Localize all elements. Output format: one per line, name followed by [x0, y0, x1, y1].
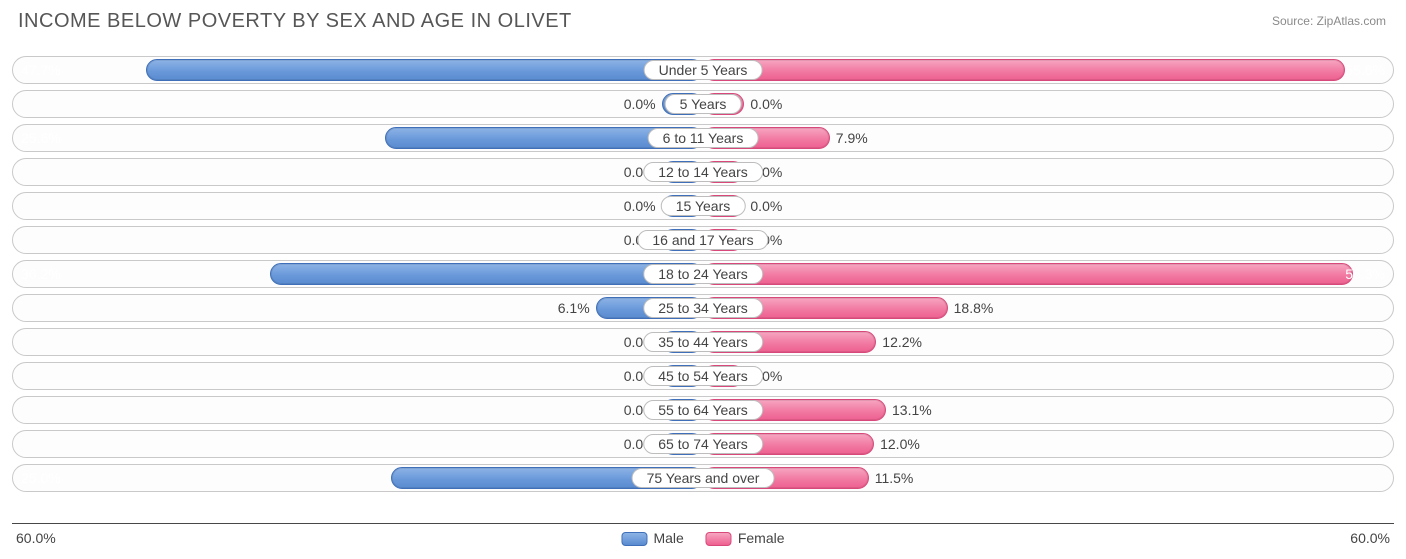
female-pct-label: 12.2%: [882, 334, 922, 350]
male-pct-label: 25.6%: [21, 130, 61, 146]
female-pct-label: 18.8%: [954, 300, 994, 316]
data-row: 0.0% 0.0% 5 Years: [12, 90, 1394, 118]
legend-female: Female: [706, 530, 785, 546]
data-row: 0.0%0.0%15 Years: [12, 192, 1394, 220]
axis-max-left: 60.0%: [16, 530, 56, 546]
category-label: 75 Years and over: [632, 468, 775, 488]
category-label: 5 Years: [665, 94, 742, 114]
left-half: 0.0%: [13, 193, 703, 219]
male-pct-label: 0.0%: [624, 198, 656, 214]
right-half: 11.5%: [703, 465, 1393, 491]
left-half: 0.0%: [13, 431, 703, 457]
female-pct-label: 55.6%: [1345, 62, 1385, 78]
left-half: 0.0%: [13, 363, 703, 389]
female-pct-label: 12.0%: [880, 436, 920, 452]
male-pct-label: 47.7%: [21, 62, 61, 78]
left-half: 0.0%: [13, 159, 703, 185]
female-swatch-icon: [706, 532, 732, 546]
legend-male: Male: [621, 530, 683, 546]
chart-plot-area: 47.7%55.6%Under 5 Years0.0%0.0%5 Years25…: [12, 56, 1394, 492]
right-half: 0.0%: [703, 363, 1393, 389]
category-label: 25 to 34 Years: [643, 298, 763, 318]
chart-title: INCOME BELOW POVERTY BY SEX AND AGE IN O…: [18, 10, 572, 33]
female-pct-label: 13.1%: [892, 402, 932, 418]
source-attribution: Source: ZipAtlas.com: [1272, 14, 1386, 28]
right-half: 7.9%: [703, 125, 1393, 151]
left-half: 0.0%: [13, 397, 703, 423]
data-row: 0.0%0.0%12 to 14 Years: [12, 158, 1394, 186]
female-bar: [703, 59, 1345, 81]
female-pct-label: 0.0%: [750, 198, 782, 214]
right-half: 0.0%: [703, 193, 1393, 219]
category-label: 35 to 44 Years: [643, 332, 763, 352]
data-row: 0.0% 13.1% 55 to 64 Years: [12, 396, 1394, 424]
data-row: 25.0% 11.5% 75 Years and over: [12, 464, 1394, 492]
male-pct-label: 0.0%: [624, 96, 656, 112]
right-half: 13.1%: [703, 397, 1393, 423]
male-pct-label: 36.2%: [21, 266, 61, 282]
right-half: 18.8%: [703, 295, 1393, 321]
legend-female-label: Female: [738, 530, 785, 546]
data-row: 0.0% 12.0% 65 to 74 Years: [12, 430, 1394, 458]
axis-legend-bar: 60.0% 60.0% Male Female: [12, 523, 1394, 553]
left-half: 0.0%: [13, 91, 703, 117]
data-row: 36.2% 56.3% 18 to 24 Years: [12, 260, 1394, 288]
male-bar: [146, 59, 703, 81]
right-half: 12.2%: [703, 329, 1393, 355]
left-half: 0.0%: [13, 329, 703, 355]
left-half: 36.2%: [13, 261, 703, 287]
data-row: 0.0%0.0%16 and 17 Years: [12, 226, 1394, 254]
data-row: 0.0% 12.2% 35 to 44 Years: [12, 328, 1394, 356]
data-row: 6.1% 18.8% 25 to 34 Years: [12, 294, 1394, 322]
left-half: 25.6%: [13, 125, 703, 151]
right-half: 56.3%: [703, 261, 1393, 287]
category-label: 12 to 14 Years: [643, 162, 763, 182]
left-half: 25.0%: [13, 465, 703, 491]
left-half: 6.1%: [13, 295, 703, 321]
legend-male-label: Male: [653, 530, 683, 546]
data-row: 25.6% 7.9% 6 to 11 Years: [12, 124, 1394, 152]
category-label: Under 5 Years: [644, 60, 763, 80]
female-pct-label: 11.5%: [875, 470, 914, 486]
left-half: 47.7%: [13, 57, 703, 83]
data-row: 47.7% 55.6% Under 5 Years: [12, 56, 1394, 84]
category-label: 6 to 11 Years: [648, 128, 759, 148]
female-pct-label: 7.9%: [836, 130, 868, 146]
category-label: 16 and 17 Years: [637, 230, 768, 250]
left-half: 0.0%: [13, 227, 703, 253]
right-half: 0.0%: [703, 227, 1393, 253]
female-pct-label: 56.3%: [1345, 266, 1385, 282]
right-half: 0.0%: [703, 159, 1393, 185]
male-bar: [270, 263, 703, 285]
male-swatch-icon: [621, 532, 647, 546]
right-half: 55.6%: [703, 57, 1393, 83]
female-pct-label: 0.0%: [750, 96, 782, 112]
male-pct-label: 6.1%: [558, 300, 590, 316]
category-label: 65 to 74 Years: [643, 434, 763, 454]
female-bar: [703, 263, 1353, 285]
axis-max-right: 60.0%: [1350, 530, 1390, 546]
category-label: 18 to 24 Years: [643, 264, 763, 284]
data-row: 0.0%0.0%45 to 54 Years: [12, 362, 1394, 390]
category-label: 45 to 54 Years: [643, 366, 763, 386]
male-pct-label: 25.0%: [21, 470, 61, 486]
right-half: 12.0%: [703, 431, 1393, 457]
category-label: 15 Years: [661, 196, 746, 216]
right-half: 0.0%: [703, 91, 1393, 117]
category-label: 55 to 64 Years: [643, 400, 763, 420]
legend: Male Female: [621, 530, 784, 546]
